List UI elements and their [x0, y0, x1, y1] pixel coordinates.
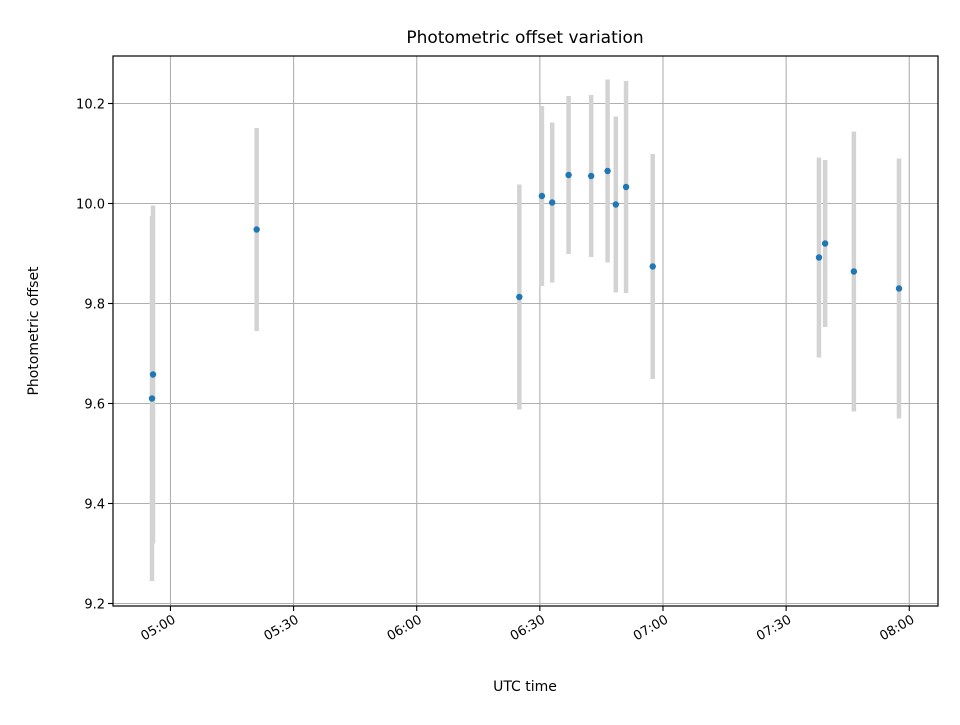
data-point [604, 167, 611, 175]
data-point [821, 240, 829, 247]
data-point [516, 293, 523, 301]
data-point [253, 226, 260, 233]
data-point [622, 183, 630, 191]
data-point [612, 201, 619, 208]
data-point [538, 192, 546, 200]
plot-area: 05:00 05:30 06:00 06:30 07:00 07:30 08:009.29.… [76, 55, 939, 644]
data-point [548, 199, 556, 206]
y-axis-label: Photometric offset [26, 266, 42, 396]
data-point [649, 263, 656, 270]
y-tick-label: 9.8 [84, 298, 105, 313]
data-point [895, 285, 903, 292]
y-tick-label: 9.6 [84, 398, 105, 413]
y-tick-label: 10.2 [76, 98, 105, 113]
y-tick-label: 9.2 [84, 598, 105, 613]
axes-frame [112, 55, 939, 607]
data-point [148, 395, 156, 402]
y-tick-label: 10.0 [76, 198, 105, 213]
data-point [815, 254, 823, 261]
data-point [850, 268, 858, 275]
data-point [149, 371, 157, 378]
y-tick-label: 9.4 [84, 498, 105, 513]
x-axis-label: UTC time [493, 679, 557, 695]
chart-title: Photometric offset variation [406, 28, 643, 48]
data-point [565, 171, 572, 179]
data-point [587, 172, 595, 180]
